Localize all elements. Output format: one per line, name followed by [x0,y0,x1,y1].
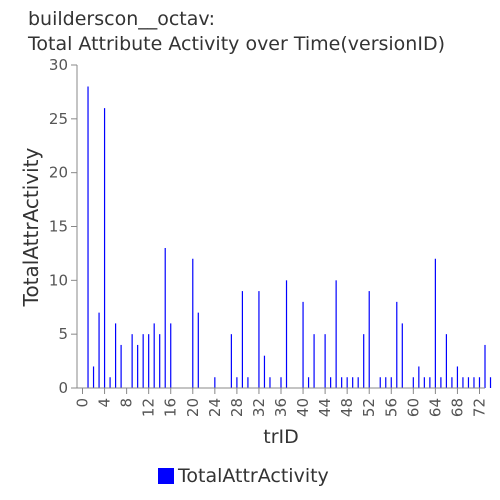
y-axis-label: TotalAttrActivity [19,147,43,307]
x-tick-label: 28 [228,398,246,417]
x-tick-label: 4 [96,398,114,408]
legend-swatch [158,468,174,484]
legend: TotalAttrActivity [158,465,329,487]
x-tick-label: 24 [206,398,224,417]
x-tick-label: 52 [360,398,378,417]
x-tick-label: 68 [448,398,466,417]
x-tick-label: 44 [316,398,334,417]
y-tick-label: 10 [49,271,68,289]
chart-title-line-2: Total Attribute Activity over Time(versi… [28,33,445,55]
x-tick-label: 12 [140,398,158,417]
x-tick-label: 40 [294,398,312,417]
y-tick-label: 20 [49,164,68,182]
y-tick-label: 0 [58,379,68,397]
x-tick-label: 72 [470,398,488,417]
y-tick-label: 5 [58,325,68,343]
y-tick-label: 25 [49,110,68,128]
chart-title-line-1: builderscon__octav: [28,8,216,30]
x-tick-label: 36 [272,398,290,417]
x-tick-label: 48 [338,398,356,417]
y-tick-label: 30 [49,56,68,74]
x-tick-label: 60 [404,398,422,417]
x-tick-label: 16 [162,398,180,417]
legend-label: TotalAttrActivity [178,465,329,487]
x-tick-label: 20 [184,398,202,417]
x-tick-label: 32 [250,398,268,417]
x-tick-label: 56 [382,398,400,417]
x-tick-label: 8 [118,398,136,408]
x-tick-label: 0 [74,398,92,408]
y-tick-label: 15 [49,218,68,236]
x-axis-label: trID [263,426,299,448]
x-tick-label: 64 [426,398,444,417]
